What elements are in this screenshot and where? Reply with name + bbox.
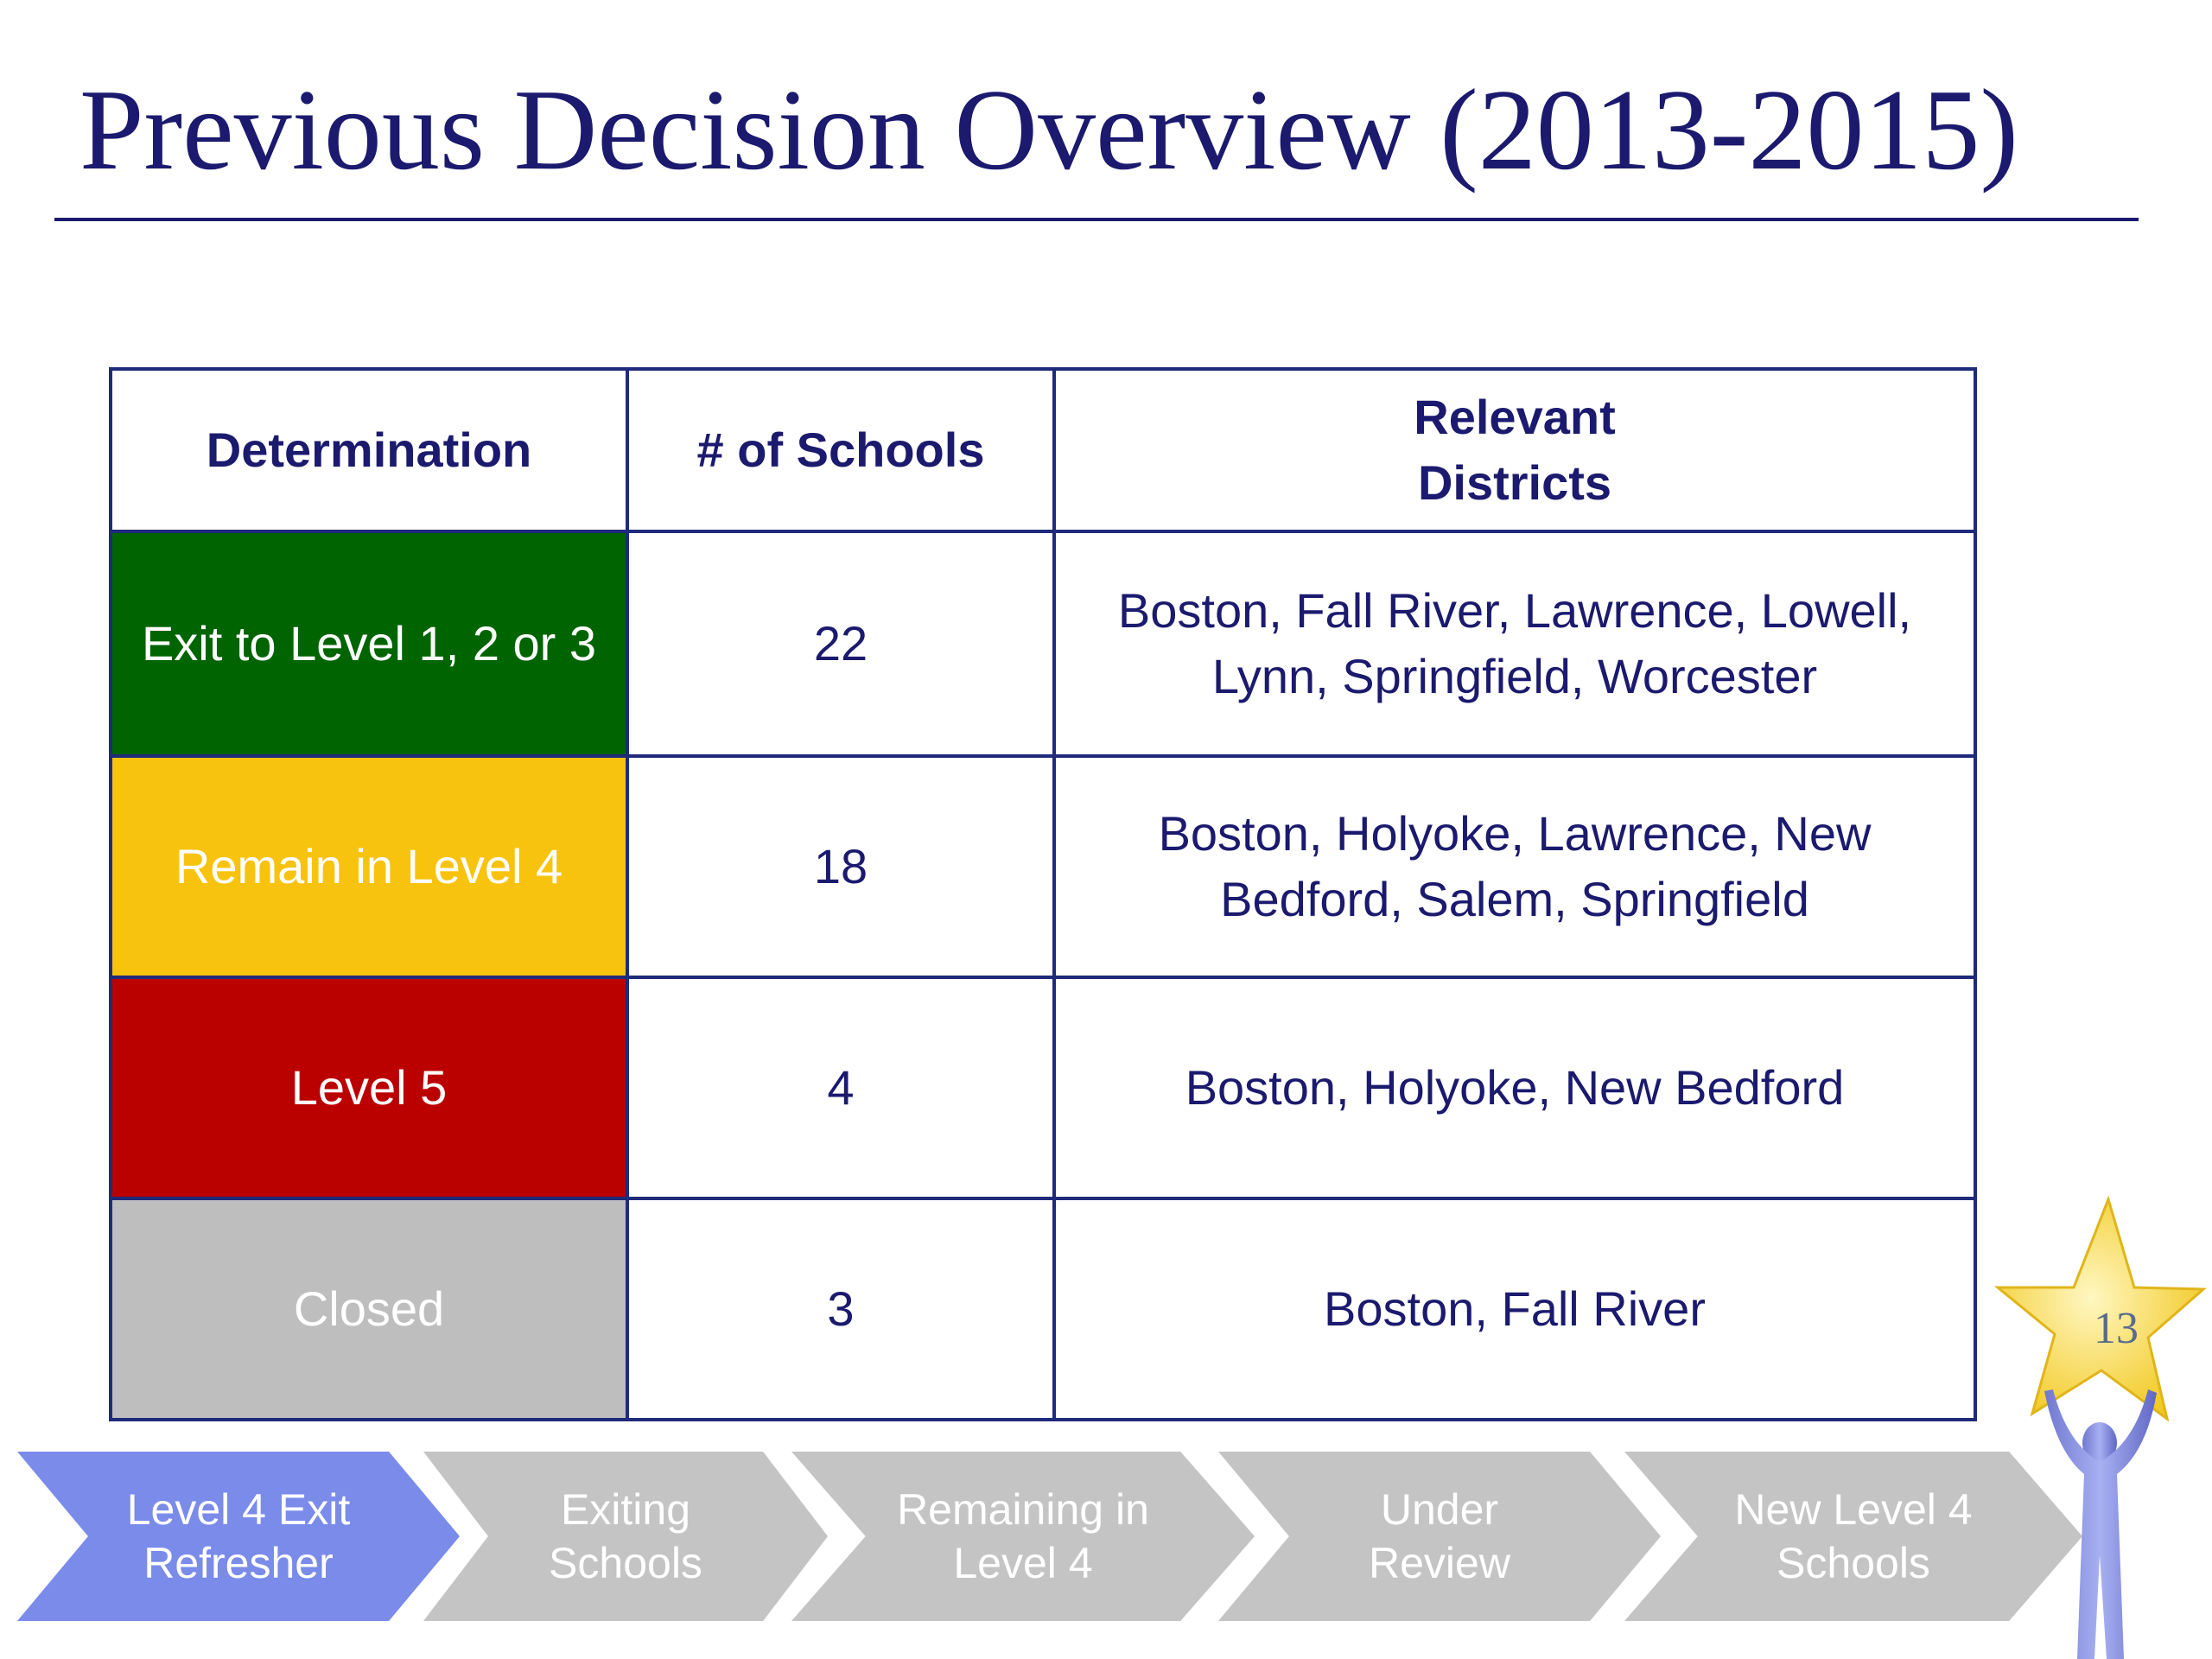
process-step-label: Remaining in Level 4: [871, 1483, 1175, 1590]
schools-count-cell: 3: [626, 1197, 1056, 1421]
process-step-line2: Schools: [549, 1539, 702, 1587]
districts-line2: Lynn, Springfield, Worcester: [1211, 649, 1818, 703]
determination-cell: Level 5: [109, 976, 629, 1200]
process-step-new-level4-schools[interactable]: New Level 4 Schools: [1624, 1452, 2082, 1621]
determination-cell: Remain in Level 4: [109, 754, 629, 979]
figure-body: [2044, 1389, 2157, 1659]
determination-cell: Closed: [109, 1197, 629, 1421]
process-step-line1: Remaining in: [897, 1485, 1149, 1534]
slide-title: Previous Decision Overview (2013-2015): [79, 66, 2019, 194]
decision-table: Determination # of Schools Relevant Dist…: [109, 367, 1977, 1421]
districts-cell: Boston, Fall River: [1052, 1197, 1977, 1421]
process-step-line2: Level 4: [953, 1539, 1093, 1587]
process-step-line2: Review: [1369, 1539, 1510, 1587]
process-step-line2: Schools: [1777, 1539, 1930, 1587]
header-relevant-districts: Relevant Districts: [1052, 367, 1977, 533]
process-step-exiting-schools[interactable]: Exiting Schools: [423, 1452, 828, 1621]
table-row-remain: Remain in Level 4 18 Boston, Holyoke, La…: [109, 754, 1977, 979]
schools-count-cell: 22: [626, 530, 1056, 758]
process-step-label: Under Review: [1343, 1483, 1536, 1590]
districts-line1: Boston, Fall River, Lawrence, Lowell,: [1117, 583, 1912, 638]
districts-cell: Boston, Holyoke, Lawrence, New Bedford, …: [1052, 754, 1977, 979]
process-step-line1: Under: [1380, 1485, 1499, 1534]
process-step-line1: Exiting: [560, 1485, 691, 1534]
figure-head: [2082, 1422, 2117, 1464]
determination-cell: Exit to Level 1, 2 or 3: [109, 530, 629, 758]
star-shape: [1993, 1195, 2207, 1422]
process-step-label: Level 4 Exit Refresher: [101, 1483, 376, 1590]
districts-cell: Boston, Holyoke, New Bedford: [1052, 976, 1977, 1200]
process-step-line2: Refresher: [143, 1539, 334, 1587]
schools-count-cell: 4: [626, 976, 1056, 1200]
title-divider: [54, 218, 2139, 221]
page-number: 13: [2094, 1304, 2139, 1353]
table-row-closed: Closed 3 Boston, Fall River: [109, 1197, 1977, 1421]
header-determination: Determination: [109, 367, 629, 533]
districts-cell: Boston, Fall River, Lawrence, Lowell, Ly…: [1052, 530, 1977, 758]
header-districts-line2: Districts: [1417, 455, 1612, 510]
schools-count-cell: 18: [626, 754, 1056, 979]
process-step-label: Exiting Schools: [523, 1483, 728, 1590]
process-step-under-review[interactable]: Under Review: [1218, 1452, 1661, 1621]
header-number-of-schools: # of Schools: [626, 367, 1056, 533]
table-header-row: Determination # of Schools Relevant Dist…: [109, 367, 1977, 533]
process-step-line1: Level 4 Exit: [126, 1485, 351, 1534]
star-holding-figure-icon: [1993, 1195, 2207, 1659]
districts-line2: Bedford, Salem, Springfield: [1220, 872, 1809, 926]
process-step-level4-exit-refresher[interactable]: Level 4 Exit Refresher: [17, 1452, 460, 1621]
process-step-remaining-in-level4[interactable]: Remaining in Level 4: [791, 1452, 1255, 1621]
table-row-level5: Level 5 4 Boston, Holyoke, New Bedford: [109, 976, 1977, 1200]
process-step-line1: New Level 4: [1734, 1485, 1973, 1534]
table-row-exit: Exit to Level 1, 2 or 3 22 Boston, Fall …: [109, 530, 1977, 758]
header-districts-line1: Relevant: [1414, 390, 1616, 444]
process-step-label: New Level 4 Schools: [1708, 1483, 1998, 1590]
process-navigation: Level 4 Exit Refresher Exiting Schools R…: [0, 1452, 2212, 1624]
districts-line1: Boston, Holyoke, Lawrence, New: [1158, 806, 1872, 861]
